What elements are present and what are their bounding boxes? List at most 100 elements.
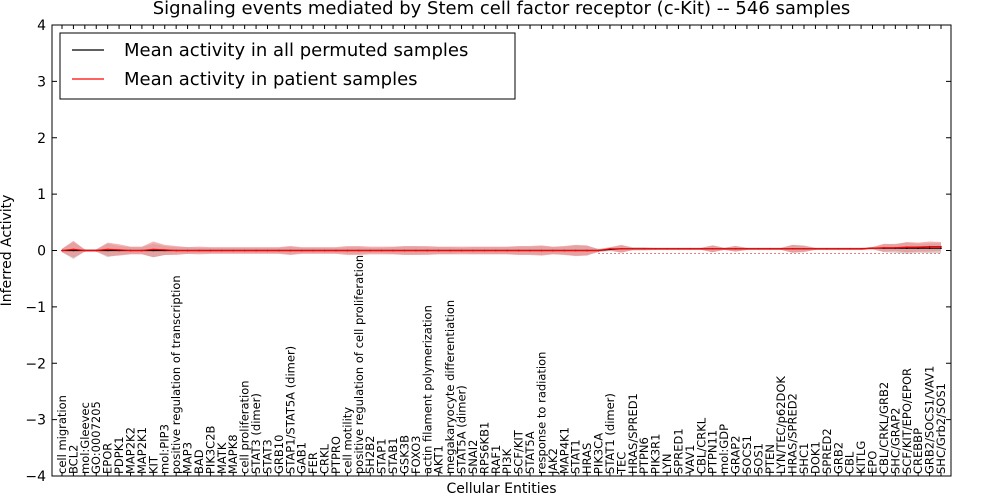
data-point-patient <box>255 249 257 252</box>
x-category-label: HRAS/SPRED2 <box>786 393 800 474</box>
x-category-label: HRAS <box>580 443 594 474</box>
data-point-patient <box>72 248 75 251</box>
data-point-patient <box>871 247 874 249</box>
data-point-patient <box>232 249 234 252</box>
x-category-label: GSK3B <box>398 435 412 474</box>
x-category-label: LYN/TEC/p62DOK <box>774 376 788 474</box>
legend-label-patient: Mean activity in patient samples <box>124 69 418 90</box>
data-point-patient <box>437 249 440 252</box>
data-point-patient <box>894 246 897 249</box>
x-category-label: SH2B2 <box>363 436 377 474</box>
data-point-patient <box>106 248 109 251</box>
x-category-label: STAT3 (dimer) <box>249 393 263 474</box>
x-category-label: EPOR <box>101 443 115 474</box>
data-point-patient <box>369 249 372 252</box>
x-category-label: HRAS/SPRED1 <box>626 393 640 474</box>
legend: Mean activity in all permuted samples Me… <box>59 32 516 100</box>
y-axis-ticks: −4 −3 −2 −1 0 1 2 3 4 <box>25 18 951 485</box>
x-category-label: PTPN6 <box>637 437 651 474</box>
x-category-label: SHC1 <box>797 443 811 474</box>
data-point-patient <box>335 249 337 252</box>
x-category-label: KIT <box>146 455 160 474</box>
data-point-patient <box>483 249 486 252</box>
data-point-patient <box>700 248 703 250</box>
x-category-label: FER <box>306 452 320 474</box>
data-point-patient <box>940 245 942 248</box>
x-category-label: CREBBP <box>911 428 925 474</box>
x-category-label: CBL/CRKL/GRB2 <box>877 382 891 474</box>
data-point-patient <box>472 249 474 252</box>
x-category-label: MAPK8 <box>226 434 240 474</box>
data-point-patient <box>791 248 794 250</box>
data-point-patient <box>175 249 177 252</box>
y-tick-label: 2 <box>37 131 46 147</box>
data-point-patient <box>300 249 303 252</box>
y-tick-label: 4 <box>37 18 46 34</box>
data-point-patient <box>358 249 360 252</box>
data-point-patient <box>278 249 280 252</box>
x-category-label: GO:0007205 <box>89 401 103 474</box>
x-category-label: PTPN11 <box>706 430 720 474</box>
data-point-patient <box>540 249 543 252</box>
y-tick-label: −3 <box>25 413 46 429</box>
data-point-patient <box>289 249 292 252</box>
data-point-patient <box>711 248 714 250</box>
y-tick-label: 0 <box>37 244 46 260</box>
x-category-label: positive regulation of transcription <box>169 275 183 474</box>
data-point-patient <box>563 249 566 252</box>
data-point-patient <box>84 249 86 252</box>
data-point-patient <box>826 248 828 250</box>
data-point-patient <box>632 248 634 250</box>
y-tick-label: −1 <box>25 300 46 316</box>
data-point-patient <box>780 248 782 250</box>
data-point-patient <box>323 249 326 252</box>
x-category-label: GRB2 <box>831 442 845 474</box>
data-point-patient <box>574 249 577 252</box>
x-category-label: mol:GDP <box>717 424 731 474</box>
data-point-patient <box>803 248 805 250</box>
x-category-label: MAP4K1 <box>557 427 571 474</box>
data-point-patient <box>609 248 611 250</box>
data-point-patient <box>415 249 417 252</box>
data-point-permuted <box>906 247 908 249</box>
x-category-label: LYN <box>660 453 674 474</box>
x-category-label: MAP2K1 <box>135 427 149 474</box>
x-category-label: EPO <box>866 451 880 474</box>
x-category-label: STAT3 <box>261 439 275 474</box>
x-category-label: SCF/KIT <box>512 429 526 474</box>
data-point-patient <box>757 248 760 250</box>
chart-title: Signaling events mediated by Stem cell f… <box>153 0 851 19</box>
data-point-patient <box>118 249 120 251</box>
data-point-patient <box>495 249 497 252</box>
data-point-patient <box>141 249 143 252</box>
x-category-label: PI3K <box>500 448 514 474</box>
x-category-label: cell proliferation <box>238 380 252 474</box>
data-point-patient <box>860 248 862 250</box>
x-category-label: DOK1 <box>808 441 822 474</box>
x-category-label: VAV1 <box>683 445 697 474</box>
data-point-patient <box>506 249 509 252</box>
x-category-label: GRB2/SOCS1/VAV1 <box>923 366 937 474</box>
data-point-patient <box>620 248 623 250</box>
x-category-label: STAT1 <box>569 439 583 474</box>
data-point-patient <box>769 248 771 250</box>
data-point-patient <box>517 249 520 252</box>
x-category-label: SPRED1 <box>671 428 685 474</box>
data-point-patient <box>61 249 63 252</box>
x-category-label: PTPRO <box>329 436 343 474</box>
data-point-permuted <box>72 249 75 252</box>
data-point-patient <box>677 248 680 250</box>
x-category-label: SOCS1 <box>740 435 754 474</box>
data-point-patient <box>597 249 600 252</box>
data-point-patient <box>837 248 840 250</box>
y-axis-label: Inferred Activity <box>0 195 15 307</box>
x-axis-label: Cellular Entities <box>446 481 556 497</box>
x-category-label: STAP1 <box>375 438 389 474</box>
data-point-patient <box>552 249 554 252</box>
x-category-label: KITLG <box>854 441 868 474</box>
data-point-patient <box>666 248 668 250</box>
x-category-label: STAT5A <box>523 431 537 474</box>
series-lines <box>61 245 942 252</box>
data-point-patient <box>266 249 269 252</box>
data-point-patient <box>906 246 908 248</box>
